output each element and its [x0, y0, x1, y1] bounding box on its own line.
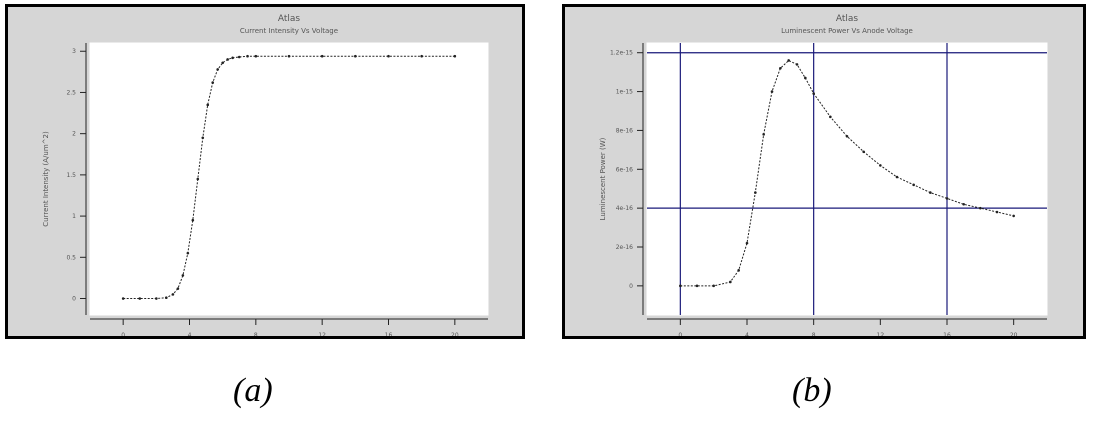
- data-point: [420, 54, 423, 58]
- data-point: [762, 133, 765, 136]
- data-point: [246, 54, 249, 58]
- data-point: [155, 297, 158, 300]
- data-point: [962, 202, 965, 206]
- caption-a: (a): [233, 372, 273, 409]
- y-tick-label: 1e-15: [616, 89, 633, 96]
- data-point: [862, 150, 865, 154]
- chart-subtitle: Current Intensity Vs Voltage: [240, 27, 338, 35]
- data-point: [138, 297, 142, 300]
- chart-b: Atlas Luminescent Power Vs Anode Voltage 0…: [599, 14, 1048, 336]
- y-tick-label: 1.5: [66, 172, 76, 179]
- plot-area: [89, 42, 489, 316]
- x-tick-label: 16: [943, 332, 951, 336]
- data-point: [181, 274, 185, 277]
- data-point: [453, 54, 457, 58]
- x-tick-label: 4: [745, 332, 749, 336]
- chart-title: Atlas: [278, 14, 301, 24]
- data-point: [879, 164, 882, 167]
- data-point: [770, 90, 774, 93]
- data-point: [171, 293, 175, 296]
- y-tick-label: 0: [629, 283, 633, 290]
- data-point: [226, 58, 229, 61]
- data-point: [829, 115, 832, 119]
- y-tick-label: 2e-16: [616, 244, 633, 251]
- data-point: [737, 269, 740, 272]
- y-tick-label: 0: [72, 296, 76, 303]
- chart-panel-b: Atlas Luminescent Power Vs Anode Voltage 0…: [562, 4, 1086, 339]
- data-point: [804, 76, 807, 80]
- y-tick-label: 8e-16: [616, 127, 633, 134]
- y-axis-label: Luminescent Power (W): [599, 137, 607, 220]
- data-point: [787, 59, 790, 62]
- data-point: [695, 284, 699, 288]
- chart-subtitle: Luminescent Power Vs Anode Voltage: [781, 27, 913, 35]
- x-tick-label: 12: [318, 332, 326, 336]
- data-point: [387, 54, 390, 58]
- y-tick-label: 3: [72, 48, 76, 55]
- data-point: [845, 134, 849, 138]
- chart-title: Atlas: [836, 14, 859, 24]
- data-point: [745, 241, 749, 245]
- data-point: [221, 61, 224, 65]
- data-point: [201, 136, 205, 140]
- y-tick-label: 4e-16: [616, 205, 633, 212]
- data-point: [945, 197, 949, 200]
- y-axis-label: Current Intensity (A/um^2): [42, 131, 50, 227]
- data-point: [895, 175, 899, 179]
- y-tick-label: 0.5: [66, 254, 76, 261]
- data-point: [216, 68, 219, 71]
- data-point: [164, 296, 168, 299]
- data-point: [754, 191, 757, 194]
- data-point: [121, 297, 125, 300]
- x-tick-label: 8: [812, 332, 816, 336]
- data-point: [679, 284, 682, 288]
- data-point: [237, 55, 241, 59]
- series-line: [680, 59, 1014, 287]
- y-tick-label: 1.2e-15: [610, 50, 633, 57]
- data-point: [254, 54, 258, 58]
- data-point: [320, 54, 324, 58]
- data-point: [1012, 214, 1015, 218]
- y-tick-label: 2: [72, 131, 76, 138]
- x-tick-label: 4: [188, 332, 192, 336]
- x-tick-label: 16: [385, 332, 393, 336]
- data-point: [929, 191, 932, 194]
- data-point: [231, 56, 234, 60]
- x-tick-label: 20: [1010, 332, 1018, 336]
- y-tick-label: 6e-16: [616, 166, 633, 173]
- x-tick-label: 0: [121, 332, 125, 336]
- data-point: [206, 103, 210, 107]
- data-point: [354, 54, 357, 58]
- chart-panel-a: Atlas Current Intensity Vs Voltage 0 0.5 1 1.…: [5, 4, 525, 339]
- x-tick-label: 12: [877, 332, 885, 336]
- x-tick-label: 0: [678, 332, 682, 336]
- caption-b: (b): [792, 372, 832, 409]
- series-line: [123, 55, 455, 299]
- data-point: [176, 287, 180, 290]
- data-point: [812, 92, 815, 95]
- data-point: [795, 63, 799, 66]
- data-point: [729, 280, 732, 284]
- plot-area: [646, 42, 1048, 316]
- chart-a: Atlas Current Intensity Vs Voltage 0 0.5 1 1.…: [42, 14, 489, 336]
- data-point: [211, 81, 215, 84]
- data-point: [196, 177, 200, 181]
- y-tick-label: 2.5: [66, 89, 76, 96]
- data-point: [287, 54, 291, 58]
- data-point: [779, 66, 782, 70]
- data-point: [186, 251, 190, 255]
- x-tick-label: 8: [254, 332, 258, 336]
- data-point: [712, 284, 715, 288]
- data-point: [995, 210, 999, 214]
- data-point: [191, 218, 195, 222]
- data-point: [979, 206, 982, 210]
- y-tick-label: 1: [72, 213, 76, 220]
- x-tick-label: 20: [451, 332, 459, 336]
- data-point: [912, 183, 915, 187]
